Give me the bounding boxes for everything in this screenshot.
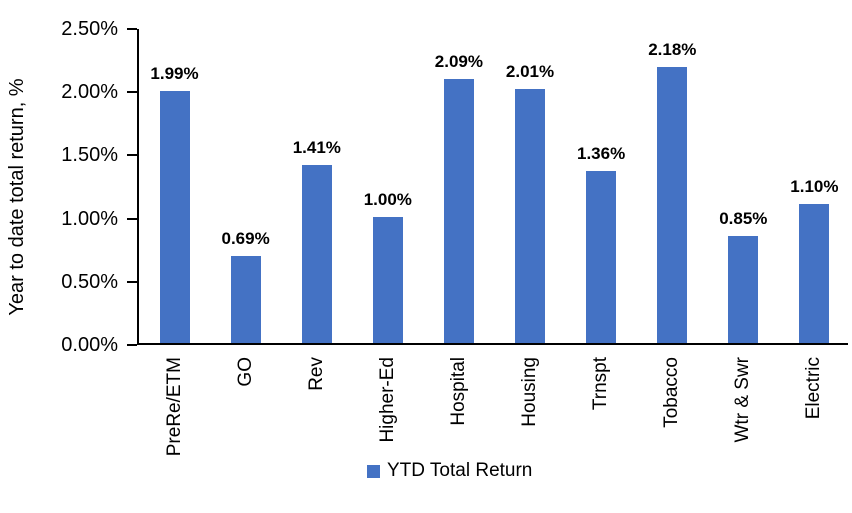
bar bbox=[230, 256, 261, 343]
category-label: Electric bbox=[803, 357, 825, 420]
plot-area: 1.99% 0.69% 1.41% 1.00% 2.09% 2.01% 1.36% 2.18%… bbox=[127, 28, 848, 346]
bar-value-label: 2.09% bbox=[434, 52, 483, 71]
bar-value-label: 1.10% bbox=[790, 177, 839, 196]
category-label: Tobacco bbox=[661, 357, 683, 428]
bar bbox=[657, 67, 688, 343]
y-axis-tick-label: 2.50% bbox=[61, 18, 118, 40]
legend: YTD Total Return bbox=[367, 460, 532, 482]
y-axis-tick-label: 1.50% bbox=[61, 144, 118, 167]
bar-value-label: 0.85% bbox=[719, 209, 768, 228]
y-axis-tick-label: 0.50% bbox=[61, 270, 118, 293]
bar bbox=[372, 217, 403, 343]
category-label: Higher-Ed bbox=[376, 357, 398, 443]
category-label: Wtr & Swr bbox=[732, 357, 754, 443]
bar-value-label: 1.41% bbox=[292, 138, 341, 157]
y-axis-tick bbox=[127, 217, 137, 220]
y-axis-tick-label: 1.00% bbox=[61, 207, 118, 230]
category-label: Trnspt bbox=[590, 357, 612, 411]
category-label: PreRe/ETM bbox=[163, 357, 185, 457]
bar bbox=[799, 204, 830, 343]
bar bbox=[301, 165, 332, 343]
category-label: GO bbox=[234, 357, 256, 387]
y-axis-tick-label: 0.00% bbox=[61, 334, 118, 356]
y-axis-tick-label: 2.00% bbox=[61, 81, 118, 104]
y-axis-tick bbox=[127, 280, 137, 283]
category-label: Housing bbox=[519, 357, 540, 427]
y-axis-tick bbox=[127, 344, 137, 346]
bar bbox=[586, 171, 617, 343]
category-label: Rev bbox=[305, 357, 327, 391]
y-axis-tick bbox=[127, 28, 137, 30]
legend-swatch bbox=[367, 464, 380, 478]
bar-value-label: 1.00% bbox=[363, 190, 412, 209]
y-axis-tick bbox=[127, 154, 137, 157]
bar bbox=[443, 79, 474, 343]
bar-value-label: 2.01% bbox=[505, 62, 555, 81]
bar-value-label: 1.99% bbox=[150, 64, 199, 83]
bar-value-label: 2.18% bbox=[648, 40, 697, 59]
bar bbox=[515, 89, 545, 343]
bar bbox=[159, 91, 190, 343]
bar-value-label: 1.36% bbox=[576, 144, 626, 163]
y-axis-tick bbox=[127, 91, 137, 94]
bar-value-label: 0.69% bbox=[221, 229, 270, 248]
legend-label: YTD Total Return bbox=[387, 460, 533, 481]
bar bbox=[728, 236, 759, 343]
category-label: Hospital bbox=[447, 357, 469, 426]
